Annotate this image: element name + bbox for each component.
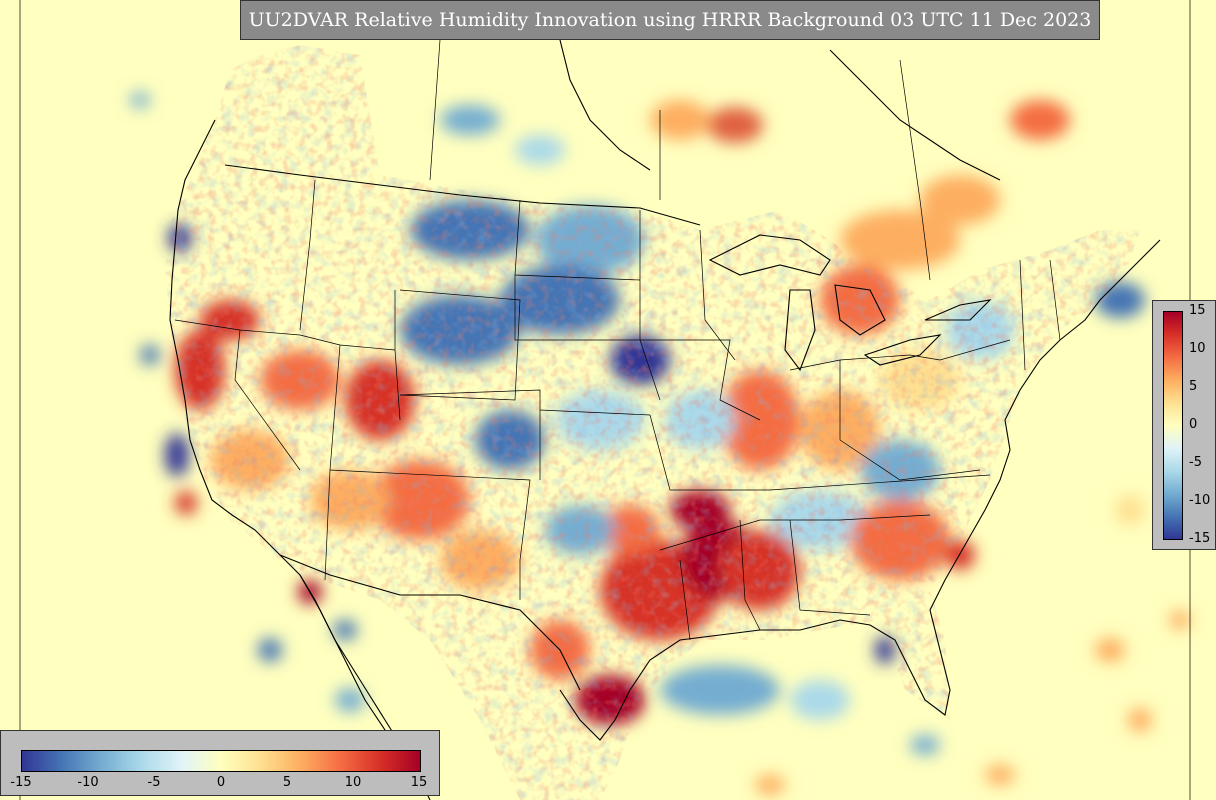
colorbar-vertical-tick: -10: [1189, 493, 1211, 508]
colorbar-vertical-tick: 15: [1189, 303, 1206, 318]
colorbar-horizontal-gradient: [21, 750, 421, 772]
colorbar-horizontal-tick: -5: [147, 775, 161, 790]
colorbar-vertical-gradient: [1163, 311, 1183, 540]
colorbar-vertical-tick: -15: [1189, 531, 1211, 546]
colorbar-horizontal-tick: -15: [10, 775, 32, 790]
colorbar-vertical-tick: 0: [1189, 417, 1198, 432]
colorbar-vertical-tick: 5: [1189, 379, 1198, 394]
colorbar-horizontal: -15 -10 -5 0 5 10 15: [0, 730, 440, 796]
colorbar-horizontal-tick: 0: [216, 775, 226, 790]
colorbar-horizontal-tick: -10: [77, 775, 99, 790]
colorbar-horizontal-tick: 10: [344, 775, 362, 790]
colorbar-horizontal-tick: 5: [282, 775, 292, 790]
colorbar-vertical-tick: -5: [1189, 455, 1202, 470]
colorbar-vertical-tick: 10: [1189, 341, 1206, 356]
colorbar-horizontal-tick: 15: [410, 775, 428, 790]
colorbar-vertical: 15 10 5 0 -5 -10 -15: [1152, 300, 1216, 550]
map-title: UU2DVAR Relative Humidity Innovation usi…: [240, 0, 1100, 40]
